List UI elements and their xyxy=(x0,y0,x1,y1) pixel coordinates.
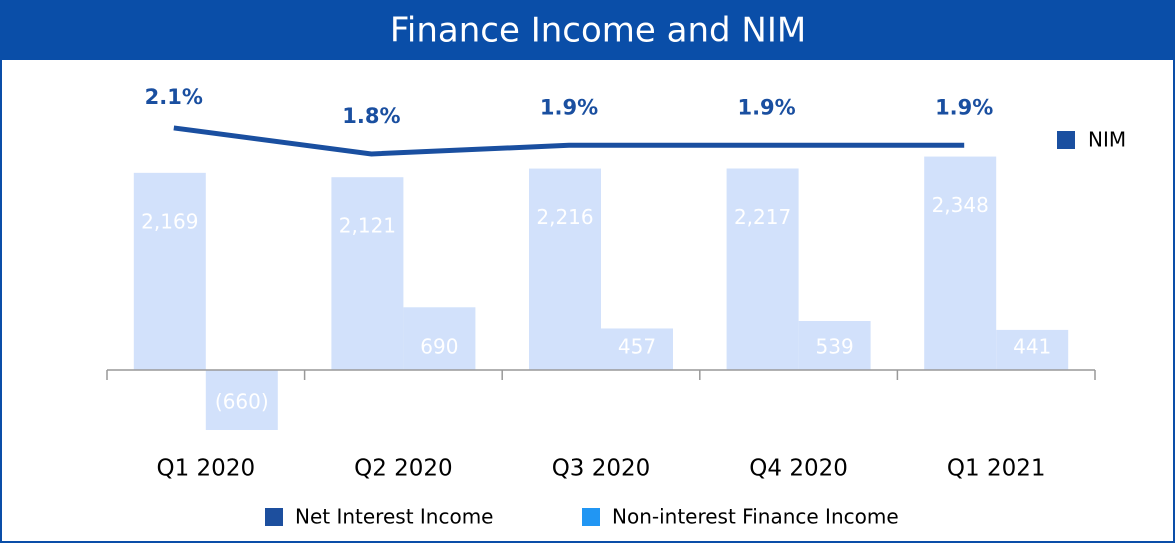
data-label: 441 xyxy=(1013,335,1051,359)
legend-label: Net Interest Income xyxy=(295,505,494,529)
data-label: 457 xyxy=(618,335,656,359)
bar xyxy=(529,168,601,370)
data-label: 2,216 xyxy=(536,205,593,229)
legend-swatch xyxy=(1057,131,1075,149)
data-label: 2,169 xyxy=(141,209,198,233)
legend-swatch xyxy=(582,508,600,526)
x-tick-label: Q4 2020 xyxy=(749,456,848,482)
bar xyxy=(403,307,476,370)
bar xyxy=(205,370,278,430)
data-label: 2,348 xyxy=(932,193,989,217)
x-tick-label: Q3 2020 xyxy=(552,456,651,482)
x-tick-label: Q2 2020 xyxy=(354,456,453,482)
legend-swatch xyxy=(265,508,283,526)
title-bar xyxy=(0,0,1175,60)
line-label: 1.9% xyxy=(737,95,795,119)
data-label: 2,217 xyxy=(734,205,791,229)
x-tick-label: Q1 2021 xyxy=(947,456,1046,482)
line-label: 1.9% xyxy=(935,95,993,119)
line-label: 1.9% xyxy=(540,95,598,119)
line-label: 1.8% xyxy=(342,104,400,128)
legend-label: NIM xyxy=(1088,128,1126,152)
bar xyxy=(798,321,871,370)
nim-line xyxy=(173,125,965,157)
data-label: 690 xyxy=(420,335,458,359)
data-label: (660) xyxy=(215,390,269,414)
bar xyxy=(726,168,799,370)
line-label: 2.1% xyxy=(145,85,203,109)
bar xyxy=(601,328,673,370)
x-tick-label: Q1 2020 xyxy=(157,456,256,482)
legend-label: Non-interest Finance Income xyxy=(612,505,899,529)
data-label: 539 xyxy=(816,335,854,359)
bar xyxy=(331,177,404,370)
chart-title: Finance Income and NIM xyxy=(390,11,806,51)
bar xyxy=(133,172,206,370)
bar xyxy=(924,156,997,370)
bar xyxy=(996,329,1069,370)
data-label: 2,121 xyxy=(339,214,396,238)
